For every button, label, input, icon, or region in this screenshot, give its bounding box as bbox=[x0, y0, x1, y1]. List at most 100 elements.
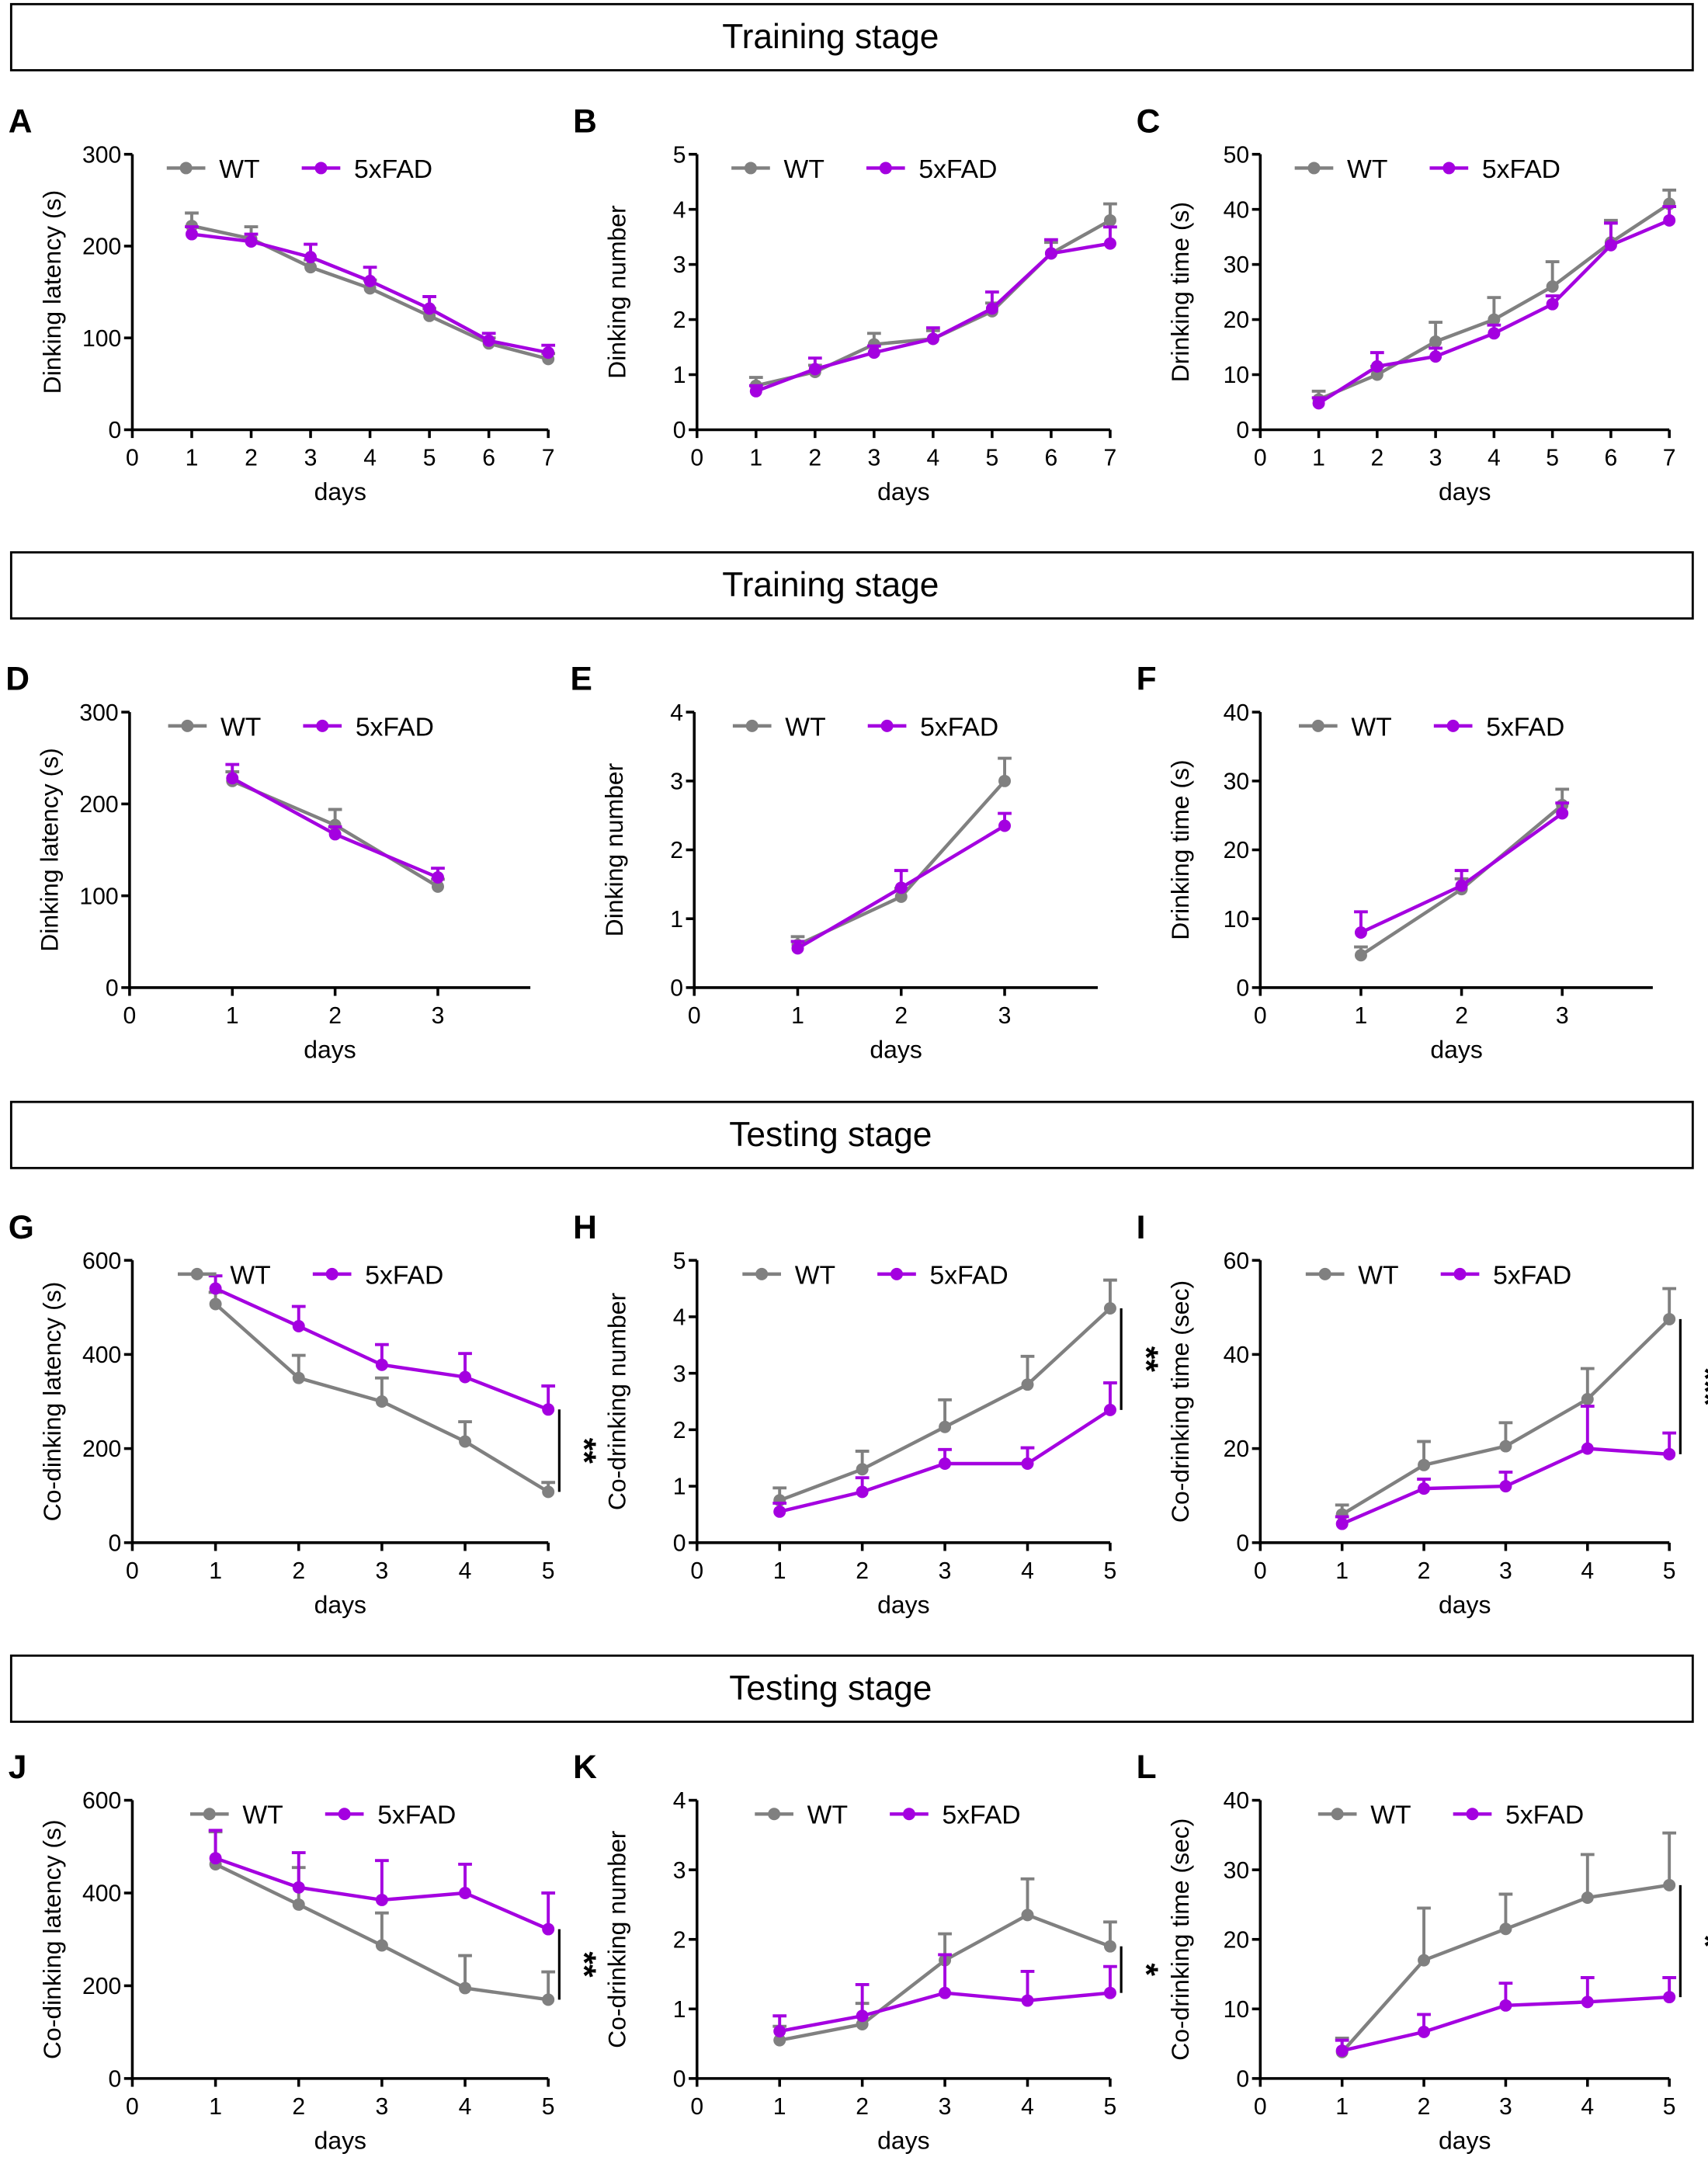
legend-marker bbox=[325, 1267, 338, 1280]
y-tick-label: 100 bbox=[82, 326, 121, 352]
legend-label: 5xFAD bbox=[1486, 712, 1564, 742]
legend-label: 5xFAD bbox=[1505, 1801, 1584, 1830]
data-point bbox=[292, 1320, 305, 1332]
legend-label: WT bbox=[220, 712, 261, 742]
x-axis-label: days bbox=[877, 478, 929, 505]
y-tick-label: 10 bbox=[1224, 363, 1250, 388]
legend-label: WT bbox=[230, 1260, 270, 1290]
legend-item-5xFAD: 5xFAD bbox=[866, 155, 997, 184]
data-point bbox=[1546, 297, 1559, 311]
x-tick-label: 0 bbox=[1254, 1003, 1267, 1029]
y-tick-label: 300 bbox=[82, 142, 121, 168]
legend-item-5xFAD: 5xFAD bbox=[1453, 1801, 1584, 1830]
legend-marker bbox=[1453, 1267, 1467, 1280]
x-tick-label: 3 bbox=[939, 1558, 952, 1584]
data-point bbox=[292, 1881, 305, 1894]
panel-label: J bbox=[9, 1749, 27, 1786]
legend-item-5xFAD: 5xFAD bbox=[1433, 712, 1564, 742]
legend-item-5xFAD: 5xFAD bbox=[301, 155, 432, 184]
data-point bbox=[209, 1297, 222, 1311]
significance-stars: ** bbox=[1127, 1346, 1165, 1373]
x-tick-label: 5 bbox=[1104, 2094, 1117, 2120]
legend-label: WT bbox=[784, 155, 824, 184]
legend-item-WT: WT bbox=[1305, 1260, 1399, 1290]
x-tick-label: 1 bbox=[773, 2094, 786, 2120]
legend-label: WT bbox=[807, 1801, 848, 1830]
x-tick-label: 4 bbox=[1581, 1558, 1594, 1584]
x-tick-label: 2 bbox=[328, 1003, 342, 1029]
data-point bbox=[542, 1993, 555, 2006]
legend-label: 5xFAD bbox=[354, 155, 432, 184]
data-point bbox=[1499, 1999, 1512, 2012]
legend-item-WT: WT bbox=[755, 1801, 848, 1830]
y-tick-label: 400 bbox=[82, 1342, 121, 1368]
x-tick-label: 1 bbox=[1335, 1558, 1349, 1584]
series-line bbox=[755, 218, 1112, 387]
y-axis-label: Dinking number bbox=[600, 762, 628, 936]
legend-item-WT: WT bbox=[742, 1260, 835, 1290]
legend-label: WT bbox=[795, 1260, 835, 1290]
data-point bbox=[1021, 1909, 1034, 1922]
data-point bbox=[459, 1370, 472, 1384]
data-point bbox=[1103, 1302, 1116, 1315]
y-tick-label: 1 bbox=[670, 907, 683, 933]
legend-label: WT bbox=[1358, 1260, 1398, 1290]
significance-stars: ** bbox=[565, 1951, 602, 1978]
data-point bbox=[1021, 1994, 1034, 2007]
legend-marker bbox=[190, 1267, 203, 1280]
y-tick-label: 40 bbox=[1224, 1342, 1250, 1368]
panel-label: E bbox=[571, 661, 592, 698]
series-WT bbox=[1335, 1287, 1677, 1521]
x-tick-label: 4 bbox=[459, 1558, 472, 1584]
series-WT bbox=[748, 202, 1117, 392]
legend-marker bbox=[890, 1267, 903, 1280]
x-tick-label: 4 bbox=[1021, 2094, 1034, 2120]
panel-label: K bbox=[573, 1749, 597, 1786]
y-tick-label: 200 bbox=[82, 234, 121, 260]
data-point bbox=[1581, 1442, 1594, 1455]
x-tick-label: 6 bbox=[1605, 446, 1618, 471]
legend-item-WT: WT bbox=[168, 712, 261, 742]
legend-label: 5xFAD bbox=[918, 155, 997, 184]
x-axis-label: days bbox=[1439, 1590, 1491, 1618]
data-point bbox=[542, 1923, 555, 1936]
y-tick-label: 3 bbox=[673, 1858, 686, 1884]
data-point bbox=[209, 1282, 222, 1295]
y-tick-label: 20 bbox=[1224, 1436, 1250, 1462]
x-tick-label: 2 bbox=[808, 446, 821, 471]
legend-item-WT: WT bbox=[731, 155, 824, 184]
legend-marker bbox=[1446, 719, 1460, 732]
series-WT bbox=[790, 756, 1012, 951]
panel-label: I bbox=[1137, 1209, 1146, 1246]
data-point bbox=[808, 363, 821, 376]
legend-label: 5xFAD bbox=[377, 1801, 456, 1830]
panel-label: L bbox=[1137, 1749, 1157, 1786]
data-point bbox=[867, 346, 880, 360]
y-axis-label: Drinking time (s) bbox=[1166, 759, 1194, 940]
data-point bbox=[1354, 926, 1367, 939]
data-point bbox=[1499, 1923, 1512, 1936]
x-tick-label: 3 bbox=[1499, 1558, 1512, 1584]
x-tick-label: 5 bbox=[423, 446, 436, 471]
data-point bbox=[423, 302, 436, 315]
legend-label: 5xFAD bbox=[930, 1260, 1008, 1290]
legend-marker bbox=[745, 719, 759, 732]
x-tick-label: 0 bbox=[690, 446, 703, 471]
legend-item-WT: WT bbox=[189, 1801, 283, 1830]
series-5xFAD bbox=[225, 762, 445, 884]
series-5xFAD bbox=[748, 225, 1117, 398]
legend-item-5xFAD: 5xFAD bbox=[1440, 1260, 1571, 1290]
legend-label: WT bbox=[1347, 155, 1387, 184]
y-tick-label: 200 bbox=[82, 1974, 121, 1999]
data-point bbox=[1663, 1991, 1676, 2004]
x-axis-label: days bbox=[314, 1590, 366, 1618]
x-tick-label: 0 bbox=[1254, 1558, 1267, 1584]
x-tick-label: 5 bbox=[1663, 1558, 1676, 1584]
x-tick-label: 5 bbox=[1104, 1558, 1117, 1584]
y-tick-label: 0 bbox=[1236, 1530, 1249, 1556]
data-point bbox=[998, 819, 1012, 832]
data-point bbox=[1103, 1986, 1116, 1999]
data-point bbox=[773, 1505, 786, 1518]
data-point bbox=[894, 890, 908, 903]
y-tick-label: 3 bbox=[670, 769, 683, 794]
